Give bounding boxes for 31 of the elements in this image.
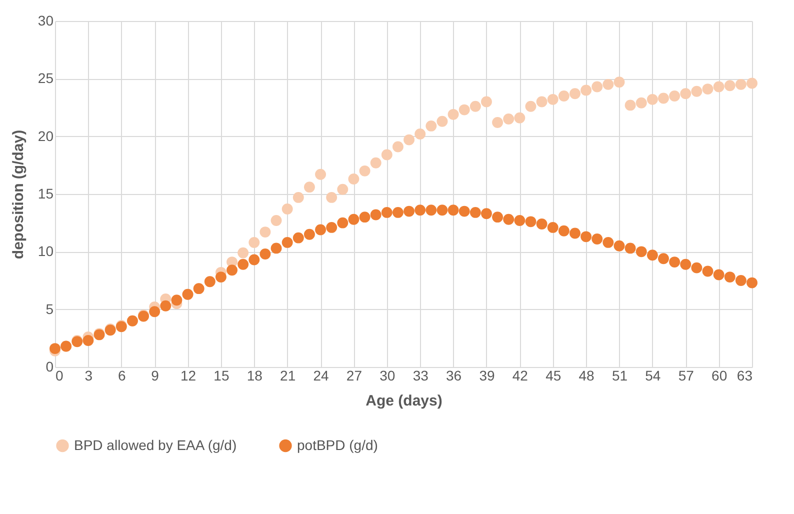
x-tick-label: 42: [512, 368, 528, 384]
x-tick-label: 30: [380, 368, 396, 384]
x-axis-title: Age (days): [366, 392, 442, 410]
legend-label: BPD allowed by EAA (g/d): [74, 436, 237, 453]
y-tick-label: 5: [46, 300, 54, 317]
y-tick-label: 10: [38, 243, 54, 260]
x-tick-label: 27: [346, 368, 362, 384]
x-tick-label: 9: [151, 368, 160, 384]
x-tick-label: 60: [712, 368, 728, 384]
x-tick-label: 18: [246, 368, 263, 384]
x-tick-label: 21: [280, 368, 296, 384]
x-tick-label: 54: [645, 368, 661, 384]
x-tick-label: 6: [118, 368, 126, 384]
x-tick-label: 12: [180, 368, 196, 384]
y-tick-label: 15: [38, 186, 54, 202]
x-tick-label: 36: [446, 368, 462, 384]
y-tick-label: 20: [38, 128, 54, 144]
x-tick-label: 48: [578, 368, 595, 384]
x-tick-label: 57: [678, 368, 694, 384]
x-tick-label: 51: [612, 368, 628, 384]
x-tick-label: 3: [84, 368, 93, 384]
x-tick-label: 45: [546, 368, 562, 384]
y-tick-label: 30: [38, 12, 54, 28]
y-tick-label: 25: [38, 70, 54, 86]
x-tick-label: 24: [313, 368, 330, 384]
y-axis-title: deposition (g/day): [10, 130, 27, 260]
x-tick-label: 39: [479, 368, 495, 384]
legend-label: potBPD (g/d): [297, 436, 378, 453]
x-tick-label: 63: [736, 368, 753, 384]
x-tick-label: 33: [412, 368, 429, 384]
x-tick-label: 15: [214, 368, 230, 384]
